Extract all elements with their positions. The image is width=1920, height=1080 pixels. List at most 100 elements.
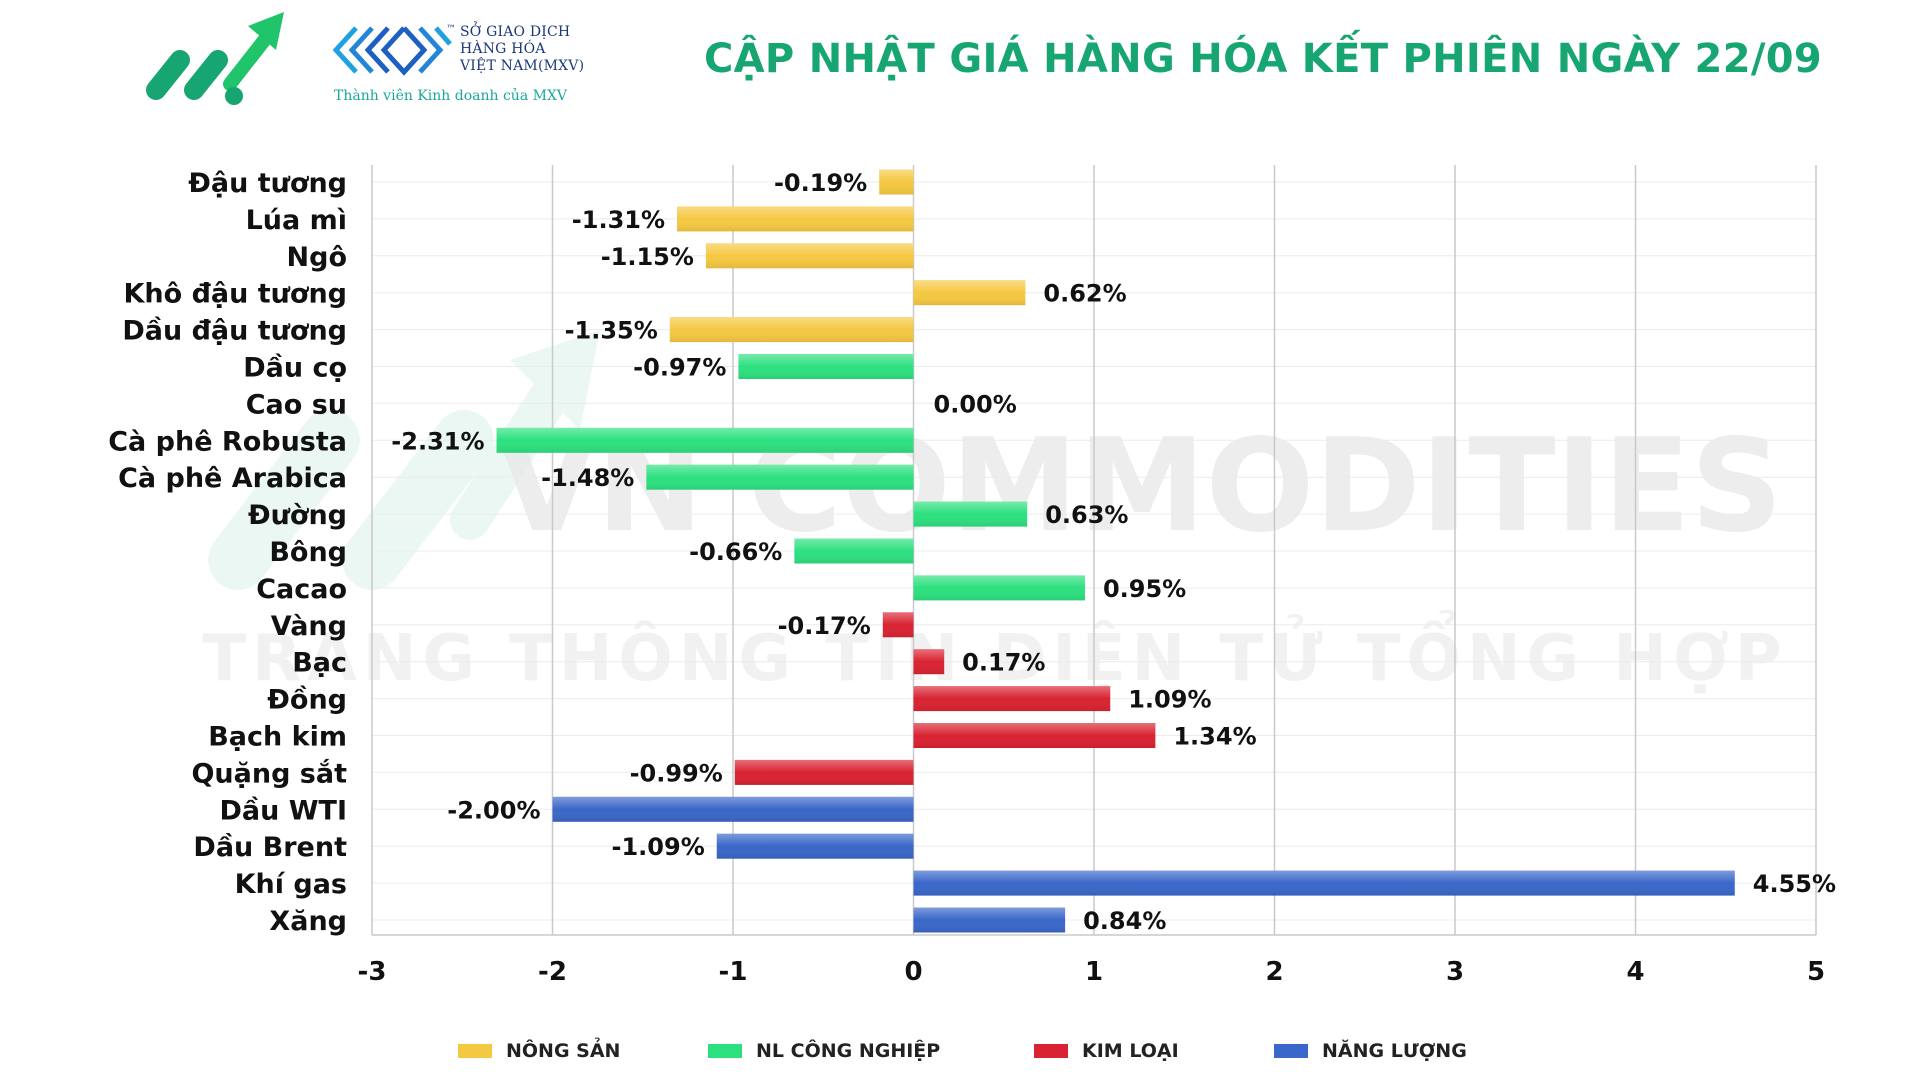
chart-labels: Đậu tương -0.19% Lúa mì -1.31% Ngô -1.15% Khô …: [108, 168, 1836, 937]
legend-swatch-nong-san: [458, 1044, 492, 1058]
page-title: CẬP NHẬT GIÁ HÀNG HÓA KẾT PHIÊN NGÀY 22/…: [703, 36, 1822, 82]
bar-shine-bach-kim: [913, 723, 1156, 748]
category-label-vang: Vàng: [271, 611, 347, 642]
bar-shine-xang: [913, 907, 1066, 933]
bar-shine-kho-dau-tuong: [913, 280, 1026, 306]
category-label-duong: Đường: [248, 500, 347, 531]
value-label-dau-dau-tuong: -1.35%: [565, 317, 658, 345]
legend-label-nang-luong: NĂNG LƯỢNG: [1322, 1040, 1467, 1062]
category-label-bach-kim: Bạch kim: [208, 722, 347, 753]
category-label-dau-tuong: Đậu tương: [188, 168, 347, 199]
value-label-bach-kim: 1.34%: [1173, 723, 1256, 751]
legend-swatch-nl-cong-nghiep: [708, 1044, 742, 1058]
value-label-cao-su: 0.00%: [934, 390, 1017, 418]
legend: NÔNG SẢN NL CÔNG NGHIỆP KIM LOẠI NĂNG LƯ…: [0, 1040, 1920, 1070]
bar-shine-dau-brent: [716, 833, 914, 859]
value-label-kho-dau-tuong: 0.62%: [1043, 280, 1126, 308]
mxv-logo: [332, 26, 452, 76]
bar-shine-dau-wti: [552, 796, 914, 822]
mxv-name: SỞ GIAO DỊCH HÀNG HÓA VIỆT NAM(MXV): [460, 24, 584, 75]
bar-shine-quang-sat: [734, 759, 914, 785]
category-label-bong: Bông: [269, 537, 347, 568]
value-label-lua-mi: -1.31%: [572, 206, 665, 234]
mxv-name-line2: HÀNG HÓA: [460, 41, 546, 57]
value-label-quang-sat: -0.99%: [630, 759, 723, 787]
value-label-ca-phe-robusta: -2.31%: [391, 427, 484, 455]
category-label-bac: Bạc: [292, 648, 347, 679]
x-tick-label: 1: [1085, 957, 1103, 987]
legend-item-kim-loai: KIM LOẠI: [1034, 1040, 1179, 1062]
x-tick-label: -2: [538, 957, 567, 987]
bar-shine-dau-dau-tuong: [669, 317, 914, 343]
bar-shine-ngo: [705, 243, 914, 269]
value-label-xang: 0.84%: [1083, 907, 1166, 935]
value-label-dau-wti: -2.00%: [447, 796, 540, 824]
x-tick-label: -3: [358, 957, 387, 987]
category-label-lua-mi: Lúa mì: [246, 205, 347, 236]
vn-commodities-logo: [146, 12, 284, 105]
mxv-tagline: Thành viên Kinh doanh của MXV: [334, 88, 568, 104]
category-label-dau-brent: Dầu Brent: [193, 832, 347, 863]
category-label-dau-dau-tuong: Dầu đậu tương: [122, 316, 347, 347]
category-label-kho-dau-tuong: Khô đậu tương: [124, 279, 348, 310]
legend-label-kim-loai: KIM LOẠI: [1082, 1040, 1179, 1062]
value-label-ngo: -1.15%: [601, 243, 694, 271]
value-label-dau-brent: -1.09%: [612, 833, 705, 861]
x-axis: -3 -2 -1 0 1 2 3 4 5: [358, 957, 1825, 987]
x-tick-label: 0: [904, 957, 922, 987]
x-tick-label: 5: [1807, 957, 1825, 987]
bar-shine-bong: [794, 538, 914, 564]
x-tick-label: 2: [1265, 957, 1283, 987]
bar-shine-dau-tuong: [879, 169, 914, 195]
mxv-name-line1: SỞ GIAO DỊCH: [460, 24, 571, 40]
value-label-bac: 0.17%: [962, 649, 1045, 677]
category-label-dau-wti: Dầu WTI: [220, 795, 348, 826]
header: ™ SỞ GIAO DỊCH HÀNG HÓA VIỆT NAM(MXV) Th…: [0, 0, 1920, 120]
bar-shine-khi-gas: [913, 870, 1735, 896]
chart-bars: [496, 169, 1735, 933]
legend-swatch-nang-luong: [1274, 1044, 1308, 1058]
category-label-ngo: Ngô: [287, 242, 347, 273]
value-label-ca-phe-arabica: -1.48%: [541, 464, 634, 492]
value-label-vang: -0.17%: [778, 612, 871, 640]
bar-shine-ca-phe-robusta: [496, 427, 914, 453]
chart-grid: [371, 165, 1817, 936]
legend-label-nong-san: NÔNG SẢN: [506, 1040, 621, 1062]
category-label-dau-co: Dầu cọ: [243, 353, 347, 384]
category-label-dong: Đồng: [267, 685, 347, 716]
legend-item-nang-luong: NĂNG LƯỢNG: [1274, 1040, 1467, 1062]
legend-label-nl-cong-nghiep: NL CÔNG NGHIỆP: [756, 1040, 941, 1062]
bar-shine-bac: [913, 649, 945, 675]
category-label-ca-phe-arabica: Cà phê Arabica: [118, 463, 347, 494]
value-label-dau-co: -0.97%: [633, 354, 726, 382]
bar-shine-duong: [913, 501, 1028, 527]
bar-shine-dong: [913, 686, 1111, 712]
category-label-quang-sat: Quặng sắt: [191, 758, 347, 789]
legend-swatch-kim-loai: [1034, 1044, 1068, 1058]
watermark-line2: TRANG THÔNG TIN ĐIỆN TỬ TỔNG HỢP: [202, 609, 1787, 696]
legend-item-nong-san: NÔNG SẢN: [458, 1040, 620, 1062]
mxv-tm: ™: [446, 24, 456, 35]
bar-shine-lua-mi: [677, 206, 914, 232]
bar-shine-ca-phe-arabica: [646, 464, 914, 490]
category-label-cao-su: Cao su: [246, 389, 347, 420]
mxv-name-line3: VIỆT NAM(MXV): [460, 58, 585, 74]
value-label-bong: -0.66%: [689, 538, 782, 566]
value-label-dong: 1.09%: [1128, 686, 1211, 714]
bar-shine-cacao: [913, 575, 1085, 601]
legend-item-nl-cong-nghiep: NL CÔNG NGHIỆP: [708, 1040, 940, 1062]
x-tick-label: 4: [1626, 957, 1644, 987]
bar-shine-dau-co: [738, 354, 914, 379]
category-label-cacao: Cacao: [256, 574, 347, 605]
value-label-cacao: 0.95%: [1103, 575, 1186, 603]
category-label-ca-phe-robusta: Cà phê Robusta: [108, 426, 347, 457]
x-tick-label: -1: [719, 957, 748, 987]
value-label-khi-gas: 4.55%: [1753, 870, 1836, 898]
bar-shine-vang: [882, 612, 914, 638]
value-label-duong: 0.63%: [1045, 501, 1128, 529]
value-label-dau-tuong: -0.19%: [774, 169, 867, 197]
category-label-khi-gas: Khí gas: [235, 869, 347, 900]
category-label-xang: Xăng: [269, 906, 347, 937]
x-tick-label: 3: [1446, 957, 1464, 987]
